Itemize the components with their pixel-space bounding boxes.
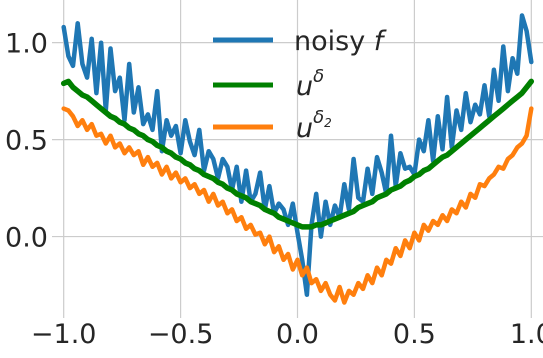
legend-label-u-delta-base: u bbox=[296, 71, 313, 102]
x-tick-label: 1.0 bbox=[510, 319, 543, 350]
plot-area bbox=[60, 13, 535, 305]
x-tick-label: −1.0 bbox=[31, 319, 97, 350]
y-tick-label: 0.5 bbox=[5, 126, 48, 157]
legend-label-u-delta2: uδ2 bbox=[296, 107, 332, 144]
legend-label-noisy-f-italic: f bbox=[374, 26, 387, 57]
x-tick-label: 0.0 bbox=[276, 319, 319, 350]
series-line-u-delta2 bbox=[61, 106, 534, 305]
legend-label-noisy-f-plain: noisy bbox=[294, 26, 374, 57]
tick-labels: −1.0 −0.5 0.0 0.5 1.0 0.0 0.5 1.0 bbox=[5, 29, 543, 350]
legend-label-u-delta: uδ bbox=[296, 66, 324, 102]
x-tick-label: −0.5 bbox=[148, 319, 214, 350]
legend-label-u-delta2-base: u bbox=[296, 113, 313, 144]
y-tick-label: 1.0 bbox=[5, 29, 48, 60]
series-line-noisy-f bbox=[61, 13, 534, 297]
x-tick-label: 0.5 bbox=[393, 319, 436, 350]
legend-label-u-delta-sup: δ bbox=[313, 66, 324, 87]
legend-label-u-delta2-sup: δ bbox=[313, 107, 324, 128]
legend-label-u-delta2-sub: 2 bbox=[324, 116, 332, 130]
legend-label-noisy-f: noisy f bbox=[294, 26, 387, 57]
y-tick-label: 0.0 bbox=[5, 223, 48, 254]
series-line-u-delta bbox=[60, 78, 535, 230]
legend: noisy f uδ uδ2 bbox=[213, 26, 387, 144]
